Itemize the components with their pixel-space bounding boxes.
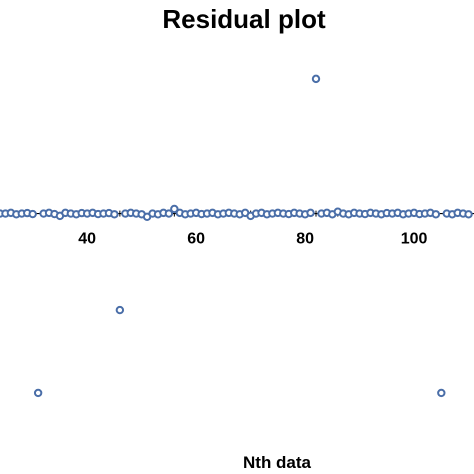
x-axis-label: Nth data [243,453,312,472]
data-point [464,210,473,219]
x-tick-label: 100 [401,231,428,248]
data-point [431,210,441,219]
data-point [311,74,321,84]
data-point [115,305,125,315]
x-tick-label: 40 [78,231,96,248]
data-point [306,208,315,218]
data-point [437,388,446,398]
data-point [170,204,179,214]
data-point [28,209,37,219]
chart-title: Residual plot [162,4,326,34]
data-point [33,388,43,398]
x-tick-label: 60 [187,231,205,248]
data-point [110,210,119,219]
x-tick-label: 80 [296,231,314,248]
data-point [164,209,174,218]
data-points [0,74,473,398]
